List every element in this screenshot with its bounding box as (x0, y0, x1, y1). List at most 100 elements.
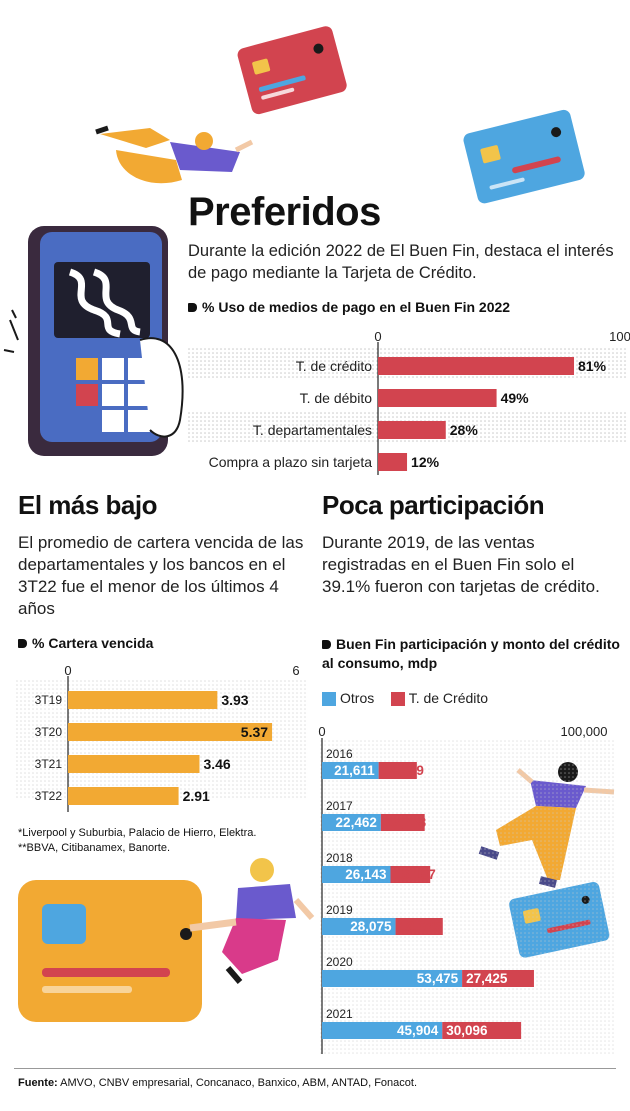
bullet-icon (18, 639, 27, 648)
bar-segment (322, 866, 391, 883)
legend-item-credito: T. de Crédito (390, 690, 489, 707)
chart-title-buenfin: Buen Fin participación y monto del crédi… (322, 635, 622, 673)
chart-title-overdue: % Cartera vencida (18, 635, 153, 651)
data-label: 15,157 (394, 867, 435, 882)
legend-item-otros: Otros (322, 690, 375, 707)
left-section-title: El más bajo (18, 490, 158, 520)
bar (68, 723, 273, 741)
data-label: 30,096 (446, 1023, 488, 1038)
data-label: 28% (450, 422, 479, 438)
category-label: 2019 (326, 903, 353, 917)
footnote: *Liverpool y Suburbia, Palacio de Hierro… (18, 827, 257, 839)
data-label: 26,143 (345, 867, 387, 882)
data-label: 27,425 (466, 971, 508, 986)
bar-segment (322, 970, 463, 987)
bar-segment (380, 814, 425, 831)
category-label: 2020 (326, 955, 353, 969)
axis-tick-label: 6 (292, 664, 299, 678)
bar (378, 453, 408, 471)
right-section-title: Poca participación (322, 490, 545, 520)
source-label: Fuente: (18, 1077, 58, 1089)
legend-swatch (322, 692, 336, 707)
data-label: 28,075 (350, 919, 392, 934)
data-label: 3.93 (221, 692, 248, 708)
data-label: 5.37 (241, 724, 268, 740)
bar-segment (322, 1022, 443, 1039)
bar-segment (322, 762, 379, 779)
bar (378, 389, 497, 407)
legend-label: Otros (340, 690, 375, 706)
dot-pattern-area (320, 738, 616, 1054)
category-label: 3T21 (35, 757, 63, 771)
chart-title-text: % Cartera vencida (32, 635, 154, 651)
data-label: 16,738 (385, 815, 427, 830)
bullet-icon (322, 640, 331, 649)
footnote: **BBVA, Citibanamex, Banorte. (18, 842, 171, 854)
data-label: 18,025 (400, 919, 442, 934)
category-label: T. departamentales (253, 422, 372, 438)
bar (68, 755, 200, 773)
category-label: 2016 (326, 747, 353, 761)
axis-tick-label: 0 (318, 724, 325, 739)
category-label: T. de crédito (296, 358, 372, 374)
right-section-description: Durante 2019, de las ventas registradas … (322, 533, 600, 596)
chart-title-text: Buen Fin participación y monto del crédi… (322, 636, 620, 671)
data-label: 14,589 (383, 763, 424, 778)
category-label: 3T19 (35, 693, 63, 707)
category-label: 3T22 (35, 789, 63, 803)
category-label: 2018 (326, 851, 353, 865)
header-description: Durante la edición 2022 de El Buen Fin, … (188, 242, 614, 282)
data-label: 53,475 (417, 971, 459, 986)
bar-segment (462, 970, 534, 987)
category-label: 2017 (326, 799, 353, 813)
data-label: 49% (501, 390, 530, 406)
source-line: Fuente: AMVO, CNBV empresarial, Concanac… (18, 1077, 417, 1089)
bar (378, 421, 446, 439)
footer-divider (14, 1068, 616, 1069)
footnotes: *Liverpool y Suburbia, Palacio de Hierro… (18, 826, 308, 856)
category-label: 3T20 (35, 725, 63, 739)
red-card-icon (237, 26, 347, 115)
data-label: 22,462 (336, 815, 377, 830)
data-label: 3.46 (203, 756, 230, 772)
chart-title-text: % Uso de medios de pago en el Buen Fin 2… (202, 299, 511, 315)
bar-segment (322, 918, 396, 935)
data-label: 45,904 (397, 1023, 439, 1038)
data-label: 81% (578, 358, 607, 374)
legend: Otros T. de Crédito (322, 690, 500, 708)
orange-card-illustration (18, 880, 202, 1022)
chart-title-payment-methods: % Uso de medios de pago en el Buen Fin 2… (188, 299, 510, 315)
axis-tick-label: 0 (64, 664, 71, 678)
person-pushing-illustration (189, 858, 315, 984)
blue-card-icon (463, 109, 585, 204)
data-label: 21,611 (334, 763, 375, 778)
bar (378, 357, 575, 375)
bar-segment (378, 762, 417, 779)
data-label: 2.91 (183, 788, 210, 804)
legend-label: T. de Crédito (408, 690, 489, 706)
bullet-icon (188, 303, 197, 312)
chart-overdue-portfolio: 0 6 3T19 3.93 3T20 5.37 3T21 3.46 3T22 2.91 (35, 664, 300, 812)
source-text: AMVO, CNBV empresarial, Concanaco, Banxi… (57, 1077, 418, 1089)
person-flying-illustration (95, 125, 254, 184)
category-label: Compra a plazo sin tarjeta (209, 454, 373, 470)
bar-segment (395, 918, 443, 935)
data-label: 12% (411, 454, 440, 470)
bar-segment (322, 814, 381, 831)
legend-swatch (390, 692, 405, 707)
bar (68, 691, 218, 709)
axis-tick-label: 0 (374, 330, 381, 344)
bar-segment (442, 1022, 522, 1039)
axis-tick-label: 100,000 (561, 724, 608, 739)
page-title: Preferidos (188, 190, 381, 234)
payment-terminal-illustration (3, 226, 184, 456)
left-section-description: El promedio de cartera vencida de las de… (18, 533, 304, 618)
chart-buenfin-credit: 0 100,000 2016 21,611 14,589 2017 22,462 16,738… (318, 724, 608, 1054)
bar (68, 787, 179, 805)
category-label: 2021 (326, 1007, 353, 1021)
chart-payment-methods: 0 100 T. de crédito 81% T. de débito 49% T. de… (209, 330, 630, 475)
bar-segment (390, 866, 431, 883)
category-label: T. de débito (300, 390, 373, 406)
axis-tick-label: 100 (609, 330, 630, 344)
